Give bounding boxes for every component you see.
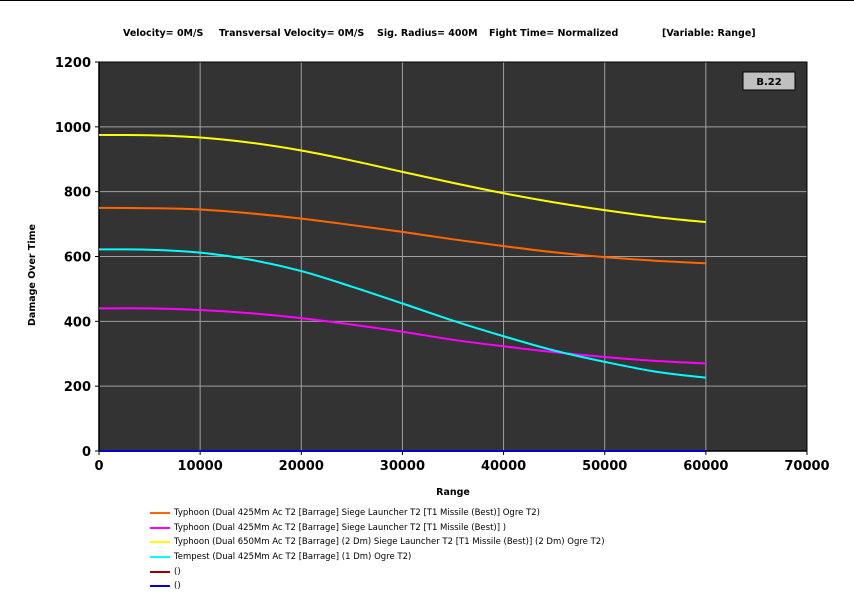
series-lines (98, 133, 706, 453)
variable-label: [Variable: Range] (662, 28, 756, 39)
legend-item: Typhoon (Dual 650Mm Ac T2 [Barrage] (2 D… (150, 535, 605, 550)
legend-item: Typhoon (Dual 425Mm Ac T2 [Barrage] Sieg… (150, 506, 605, 521)
legend-item: Tempest (Dual 425Mm Ac T2 [Barrage] (1 D… (150, 550, 605, 565)
transversal-velocity-label: Transversal Velocity= 0M/S (219, 28, 365, 39)
legend-swatch (150, 541, 170, 544)
y-tick-label: 200 (64, 380, 91, 395)
signature-radius-label: Sig. Radius= 400M (377, 28, 478, 39)
legend-label: Typhoon (Dual 425Mm Ac T2 [Barrage] Sieg… (174, 522, 507, 533)
legend-item: () (150, 579, 605, 594)
legend-item: () (150, 564, 605, 579)
x-tick-label: 20000 (279, 459, 324, 474)
y-tick-label: 0 (82, 445, 91, 460)
x-tick-label: 40000 (481, 459, 526, 474)
legend-swatch (150, 556, 170, 559)
x-tick-label: 50000 (582, 459, 627, 474)
x-tick-label: 60000 (683, 459, 728, 474)
chart-legend: Typhoon (Dual 425Mm Ac T2 [Barrage] Sieg… (150, 506, 605, 594)
legend-label: Tempest (Dual 425Mm Ac T2 [Barrage] (1 D… (174, 552, 412, 563)
y-tick-label: 400 (64, 315, 91, 330)
x-tick-label: 70000 (784, 459, 829, 474)
y-axis-label: Damage Over Time (27, 224, 38, 326)
legend-swatch (150, 585, 170, 588)
x-tick-label: 30000 (380, 459, 425, 474)
series-line-1 (98, 206, 706, 265)
legend-swatch (150, 526, 170, 529)
y-tick-label: 600 (64, 251, 91, 266)
legend-label: Typhoon (Dual 650Mm Ac T2 [Barrage] (2 D… (174, 537, 605, 548)
y-tick-label: 1000 (55, 121, 91, 136)
series-line-4 (98, 248, 706, 379)
tick-labels: 0 10000 20000 30000 40000 50000 60000 70000 0 200… (55, 56, 830, 474)
legend-item: Typhoon (Dual 425Mm Ac T2 [Barrage] Sieg… (150, 521, 605, 536)
annotation-text: B.22 (756, 77, 781, 88)
legend-label: () (174, 566, 181, 577)
fight-time-label: Fight Time= Normalized (489, 28, 619, 39)
x-tick-label: 0 (94, 459, 103, 474)
x-tick-label: 10000 (178, 459, 223, 474)
legend-label: Typhoon (Dual 425Mm Ac T2 [Barrage] Sieg… (174, 508, 540, 519)
y-tick-label: 800 (64, 186, 91, 201)
y-tick-label: 1200 (55, 56, 91, 71)
series-line-3 (98, 133, 706, 224)
legend-swatch (150, 512, 170, 515)
velocity-label: Velocity= 0M/S (123, 28, 204, 39)
annotation-box: B.22 (742, 71, 796, 91)
series-line-2 (98, 307, 706, 365)
x-axis-label: Range (436, 487, 470, 498)
damage-over-range-chart: 0 10000 20000 30000 40000 50000 60000 70000 0 200… (27, 56, 830, 498)
top-border-line (0, 0, 854, 1)
annotation-box-frame (742, 71, 796, 91)
legend-swatch (150, 570, 170, 573)
legend-label: () (174, 581, 181, 592)
